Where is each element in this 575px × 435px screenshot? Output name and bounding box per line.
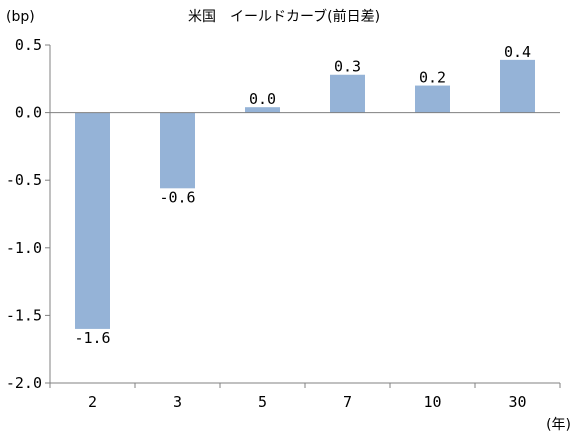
x-tick-label: 2: [88, 393, 97, 411]
axes-group: [49, 45, 560, 384]
data-label: -0.6: [159, 188, 195, 206]
data-label: 0.4: [504, 43, 531, 61]
data-label: 0.0: [249, 90, 276, 108]
data-label: 0.2: [419, 69, 446, 87]
data-label: -1.6: [74, 329, 110, 347]
y-tick-label: 0.0: [15, 104, 42, 122]
bar: [245, 107, 280, 113]
y-tick-label: -2.0: [6, 374, 42, 392]
x-tick-label: 3: [173, 393, 182, 411]
bars-group: [75, 59, 535, 329]
y-tick-label: 0.5: [15, 36, 42, 54]
x-tick-label: 30: [508, 393, 526, 411]
y-axis-ticks: 0.5 0.0 -0.5 -1.0 -1.5 -2.0: [6, 36, 50, 392]
bar: [330, 74, 365, 113]
x-tick-label: 10: [423, 393, 441, 411]
y-tick-label: -0.5: [6, 171, 42, 189]
data-label: 0.3: [334, 58, 361, 76]
data-labels-group: -1.6 -0.6 0.0 0.3 0.2 0.4: [74, 43, 531, 347]
bar: [415, 85, 450, 113]
y-tick-label: -1.5: [6, 306, 42, 324]
chart-title: 米国 イールドカーブ(前日差): [188, 8, 380, 25]
y-tick-label: -1.0: [6, 239, 42, 257]
x-axis-unit-label: (年): [546, 417, 571, 433]
x-axis-ticks: 2 3 5 7 10 30: [49, 383, 561, 411]
bar: [75, 112, 110, 329]
x-tick-label: 5: [258, 393, 267, 411]
bar: [160, 112, 195, 189]
y-axis-unit-label: (bp): [6, 9, 35, 25]
bar: [500, 59, 535, 113]
x-tick-label: 7: [343, 393, 352, 411]
